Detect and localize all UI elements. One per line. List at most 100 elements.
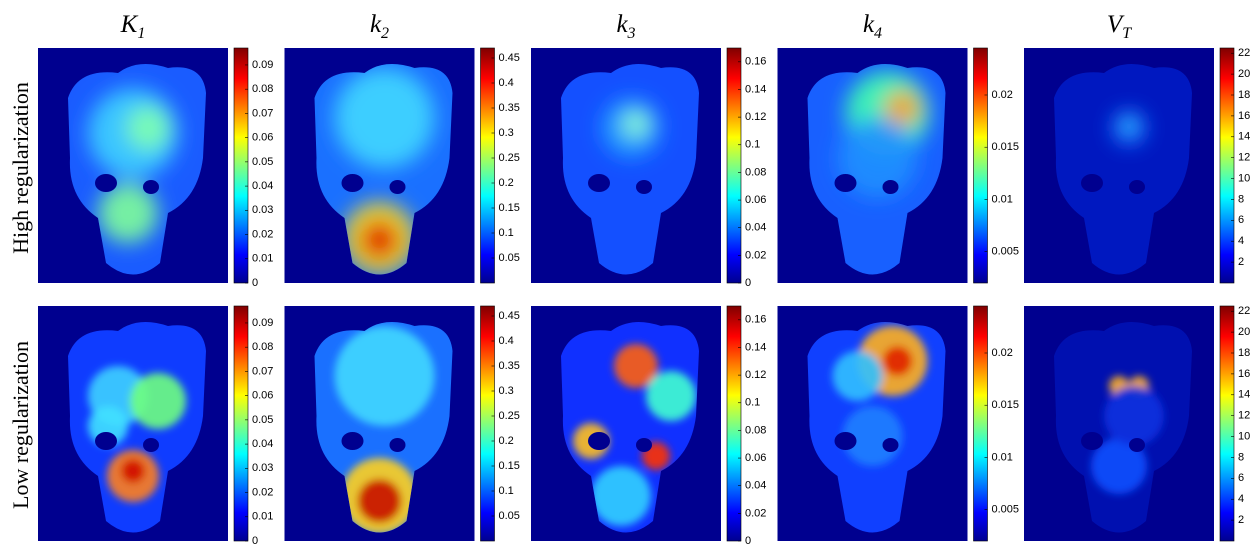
hole [1081, 174, 1103, 192]
tick-label: 16 [1238, 368, 1250, 380]
tick-label: 22 [1238, 305, 1250, 317]
row-label: High regularization [8, 82, 33, 254]
tick-label: 14 [1238, 389, 1250, 401]
tick-label: 0.3 [499, 385, 514, 397]
spot [98, 183, 158, 243]
brain [314, 64, 453, 275]
hole [882, 180, 899, 194]
tick-label: 0.02 [252, 228, 273, 240]
tick-label: 0.06 [745, 194, 766, 206]
title-main: k [863, 11, 875, 38]
tick-label: 6 [1238, 472, 1244, 484]
spot [884, 90, 921, 126]
tick-label: 0.02 [745, 249, 766, 261]
tick-label: 0.2 [499, 435, 514, 447]
tick-label: 2 [1238, 514, 1244, 526]
tick-label: 0.05 [499, 252, 520, 264]
hole [341, 174, 364, 192]
column-title: K1 [120, 11, 146, 42]
heatmap [38, 306, 228, 541]
tick-label: 22 [1238, 47, 1250, 59]
title-main: k [370, 11, 382, 38]
spot [622, 110, 650, 138]
brain-spots [837, 71, 930, 198]
tick-label: 0.12 [745, 111, 766, 123]
spot [882, 346, 913, 376]
colorbar [1219, 47, 1235, 284]
tick-label: 0.005 [992, 246, 1020, 258]
hole [389, 438, 406, 452]
title-main: K [120, 11, 139, 38]
tick-label: 0.25 [499, 410, 520, 422]
tick-label: 0.1 [499, 227, 514, 239]
colorbar [233, 47, 249, 284]
tick-label: 8 [1238, 193, 1244, 205]
hole [1129, 438, 1145, 452]
tick-label: 0.01 [992, 451, 1013, 463]
tick-label: 0.35 [499, 102, 520, 114]
tick-label: 0.01 [252, 511, 273, 523]
hole [834, 174, 857, 192]
tick-label: 0.06 [252, 390, 273, 402]
tick-label: 0 [745, 535, 751, 544]
tick-label: 6 [1238, 214, 1244, 226]
heatmap [1024, 48, 1214, 283]
heatmap [531, 306, 721, 541]
colorbar [1219, 305, 1235, 542]
tick-label: 0.12 [745, 369, 766, 381]
column-title: k2 [370, 11, 389, 42]
spot [130, 373, 186, 429]
spot [591, 466, 651, 526]
column-title: k3 [616, 11, 635, 42]
tick-label: 0.4 [499, 335, 514, 347]
tick-label: 20 [1238, 326, 1250, 338]
heatmap [284, 48, 475, 283]
spot [359, 220, 400, 260]
tick-label: 0.15 [499, 202, 520, 214]
tick-label: 16 [1238, 110, 1250, 122]
heatmap [38, 48, 228, 283]
title-main: V [1107, 11, 1125, 38]
tick-label: 0.16 [745, 314, 766, 326]
tick-label: 0.45 [499, 52, 520, 64]
hole [143, 180, 159, 194]
tick-label: 12 [1238, 152, 1250, 164]
colorbar [973, 47, 988, 284]
tick-label: 4 [1238, 235, 1244, 247]
tick-label: 0.015 [992, 141, 1020, 153]
hole [1081, 432, 1103, 450]
hole [882, 438, 899, 452]
tick-label: 0.01 [992, 193, 1013, 205]
tick-label: 0.02 [992, 347, 1013, 359]
colorbar [726, 305, 742, 542]
colorbar [726, 47, 742, 284]
column-title: k4 [863, 11, 882, 42]
tick-label: 0.1 [745, 139, 760, 151]
tick-label: 0.03 [252, 204, 273, 216]
row-label: Low regularization [8, 341, 33, 509]
title-sub: 2 [381, 25, 389, 42]
tick-label: 0.01 [252, 253, 273, 265]
tick-label: 0.04 [745, 222, 766, 234]
spot [1104, 386, 1164, 446]
tick-label: 0.005 [992, 504, 1020, 516]
heatmap [1024, 306, 1214, 541]
tick-label: 14 [1238, 131, 1250, 143]
spot [837, 118, 918, 198]
tick-label: 10 [1238, 172, 1250, 184]
tick-label: 0.09 [252, 59, 273, 71]
spot [614, 344, 658, 388]
heatmap [777, 48, 968, 283]
hole [1129, 180, 1145, 194]
tick-label: 0 [745, 277, 751, 289]
spot [1091, 438, 1147, 494]
tick-label: 8 [1238, 451, 1244, 463]
title-sub: 4 [874, 25, 882, 42]
tick-label: 0.07 [252, 107, 273, 119]
hole [341, 432, 364, 450]
hole [636, 180, 652, 194]
column-title: VT [1107, 11, 1132, 42]
tick-label: 0.08 [745, 424, 766, 436]
tick-label: 0.25 [499, 152, 520, 164]
tick-label: 0.15 [499, 460, 520, 472]
